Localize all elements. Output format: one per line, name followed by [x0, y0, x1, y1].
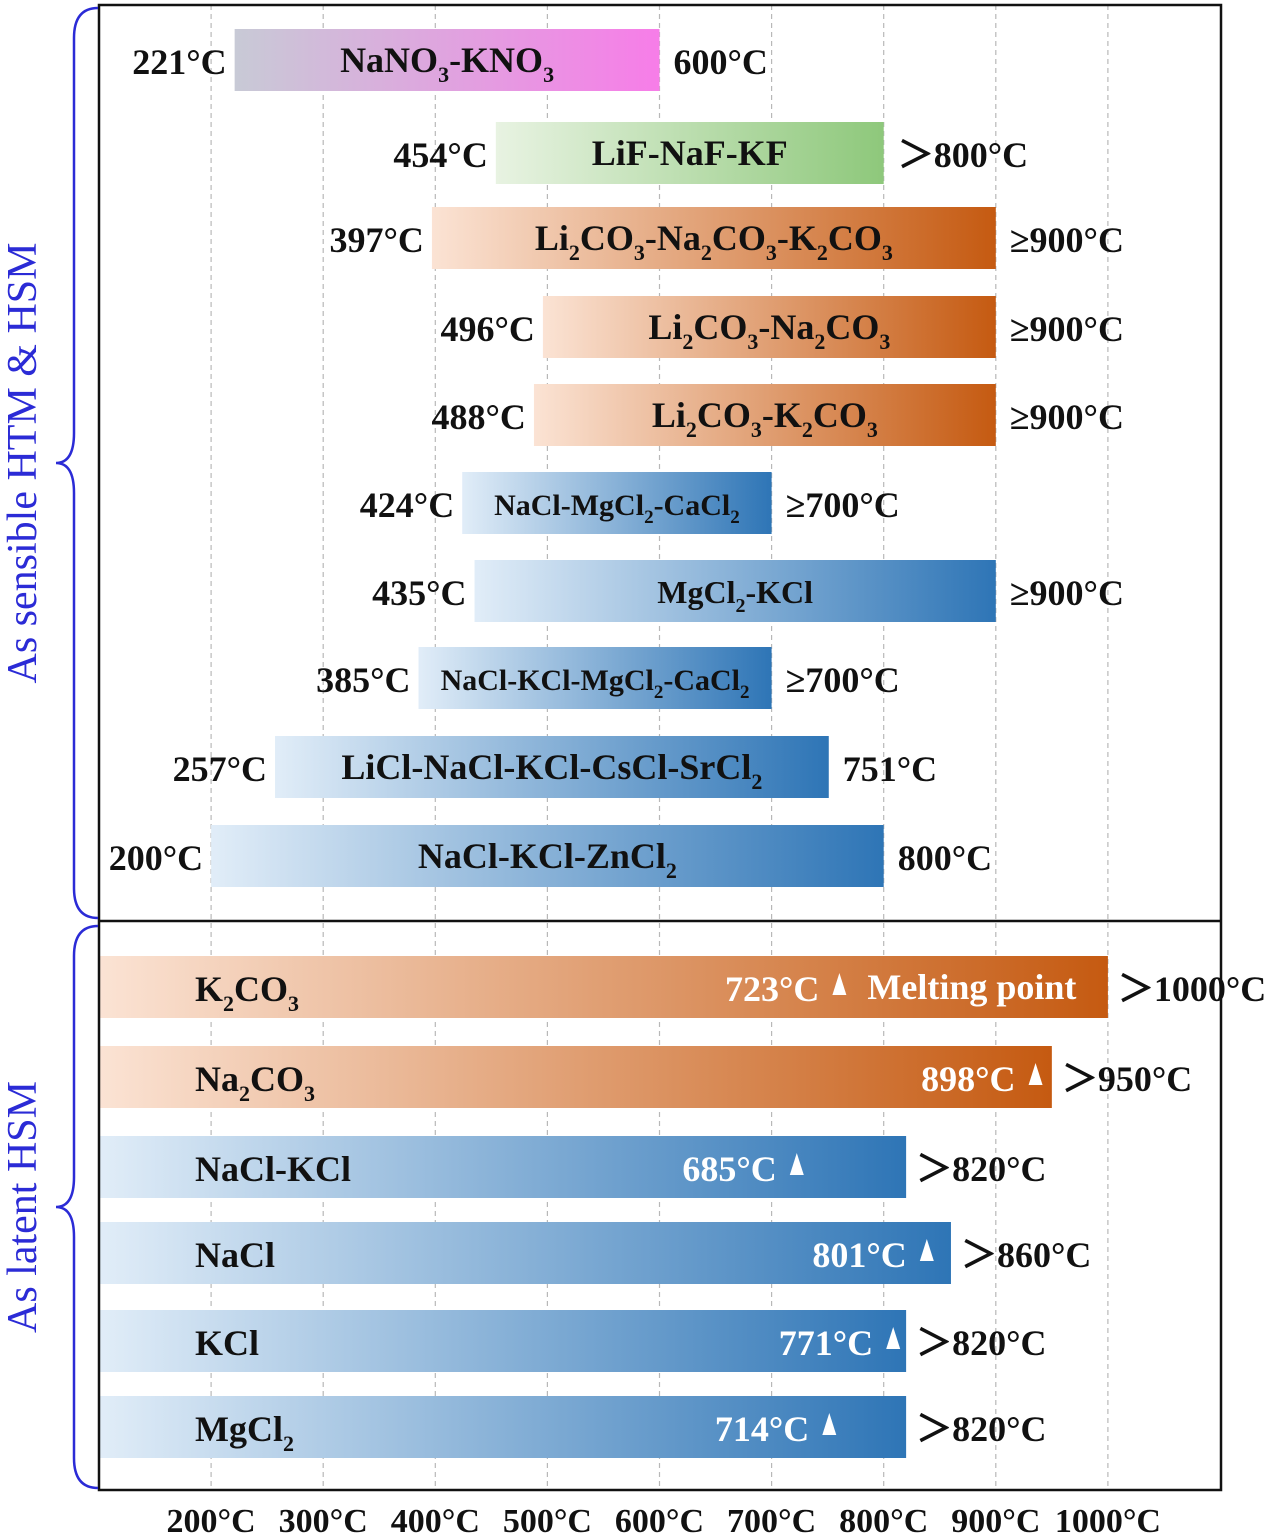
bar [533, 384, 996, 446]
start-temp-label: 257°C [173, 749, 267, 789]
bar-label: K2CO3 [195, 969, 299, 1016]
end-temp-label: ≥900°C [1010, 309, 1124, 349]
start-temp-label: 221°C [132, 42, 226, 82]
bar [431, 207, 996, 269]
bar-label: MgCl2 [195, 1409, 294, 1456]
x-axis: 200°C 300°C 400°C 500°C 600°C 700°C 800°C 900°C… [167, 1503, 1161, 1540]
melting-point-label: 685°C [682, 1149, 776, 1189]
bar [99, 1310, 907, 1372]
x-tick-label: 400°C [391, 1503, 480, 1540]
bar-label: Li2CO3-Na2CO3-K2CO3 [535, 218, 893, 265]
start-temp-label: 200°C [109, 838, 203, 878]
bar [99, 1136, 907, 1198]
end-temp-label: ＞1000°C [1118, 969, 1266, 1009]
melting-point-note: Melting point [867, 967, 1076, 1007]
end-temp-label: ＞820°C [916, 1323, 1046, 1363]
bar-label: Na2CO3 [195, 1059, 315, 1106]
melting-point-label: 714°C [715, 1409, 809, 1449]
end-temp-label: ＞820°C [916, 1149, 1046, 1189]
end-temp-label: ≥700°C [786, 660, 900, 700]
bar [99, 1396, 907, 1458]
bar-label: NaCl-KCl-MgCl2-CaCl2 [441, 664, 750, 703]
bar-label: KCl [195, 1323, 259, 1363]
bar [542, 296, 996, 358]
bar [211, 825, 884, 887]
bar-label: NaCl-KCl-ZnCl2 [418, 836, 677, 883]
bar-label: NaNO3-KNO3 [340, 40, 554, 87]
bar [462, 472, 772, 534]
melting-point-marker [789, 1153, 804, 1175]
melting-point-label: 801°C [812, 1235, 906, 1275]
end-temp-label: ＞800°C [898, 135, 1028, 175]
end-temp-label: 600°C [674, 42, 768, 82]
x-tick-label: 800°C [839, 1503, 928, 1540]
x-tick-label: 600°C [615, 1503, 704, 1540]
melting-point-marker [832, 973, 847, 995]
x-tick-label: 1000°C [1055, 1503, 1161, 1540]
bar-label: NaCl [195, 1235, 275, 1275]
start-temp-label: 454°C [393, 135, 487, 175]
group-braces: As sensible HTM & HSM As latent HSM [0, 6, 99, 1490]
group-label: As sensible HTM & HSM [0, 242, 46, 683]
x-tick-label: 300°C [279, 1503, 368, 1540]
bar [495, 122, 884, 184]
bar [99, 1222, 951, 1284]
x-tick-label: 500°C [503, 1503, 592, 1540]
end-temp-label: ≥700°C [786, 485, 900, 525]
start-temp-label: 397°C [330, 220, 424, 260]
group-brace [55, 6, 99, 920]
end-temp-label: ≥900°C [1010, 573, 1124, 613]
melting-point-label: 771°C [779, 1323, 873, 1363]
bars: NaNO3-KNO3 221°C 600°C LiF-NaF-KF 454°C ＞800°… [99, 29, 1266, 1458]
bar [234, 29, 660, 91]
plot-border [97, 3, 1223, 1492]
end-temp-label: ≥900°C [1010, 397, 1124, 437]
melting-point-marker [886, 1327, 901, 1349]
start-temp-label: 488°C [432, 397, 526, 437]
end-temp-label: 800°C [898, 838, 992, 878]
x-tick-label: 200°C [167, 1503, 256, 1540]
melting-point-marker [822, 1413, 837, 1435]
bar-label: Li2CO3-Na2CO3 [648, 307, 890, 354]
bar-label: NaCl-KCl [195, 1149, 351, 1189]
end-temp-label: ≥900°C [1010, 220, 1124, 260]
bar [274, 736, 829, 798]
bar [99, 1046, 1052, 1108]
start-temp-label: 435°C [372, 573, 466, 613]
start-temp-label: 424°C [360, 485, 454, 525]
melting-point-label: 723°C [725, 969, 819, 1009]
bar-label: MgCl2-KCl [657, 574, 813, 617]
melting-point-label: 898°C [921, 1059, 1015, 1099]
bar-label: NaCl-MgCl2-CaCl2 [494, 489, 740, 528]
bar-label: Li2CO3-K2CO3 [652, 395, 878, 442]
end-temp-label: ＞820°C [916, 1409, 1046, 1449]
start-temp-label: 496°C [441, 309, 535, 349]
x-tick-label: 700°C [727, 1503, 816, 1540]
bar-label: LiF-NaF-KF [592, 133, 788, 173]
bar [99, 956, 1108, 1018]
plot-frame [97, 3, 1223, 1492]
end-temp-label: 751°C [843, 749, 937, 789]
group-label: As latent HSM [0, 1081, 46, 1333]
bar-label: LiCl-NaCl-KCl-CsCl-SrCl2 [341, 747, 762, 794]
bar [474, 560, 996, 622]
start-temp-label: 385°C [316, 660, 410, 700]
end-temp-label: ＞860°C [961, 1235, 1091, 1275]
bar [418, 647, 772, 709]
melting-point-marker [1028, 1063, 1043, 1085]
x-tick-label: 900°C [951, 1503, 1040, 1540]
melting-point-marker [919, 1239, 934, 1261]
group-brace [55, 924, 99, 1490]
end-temp-label: ＞950°C [1062, 1059, 1192, 1099]
